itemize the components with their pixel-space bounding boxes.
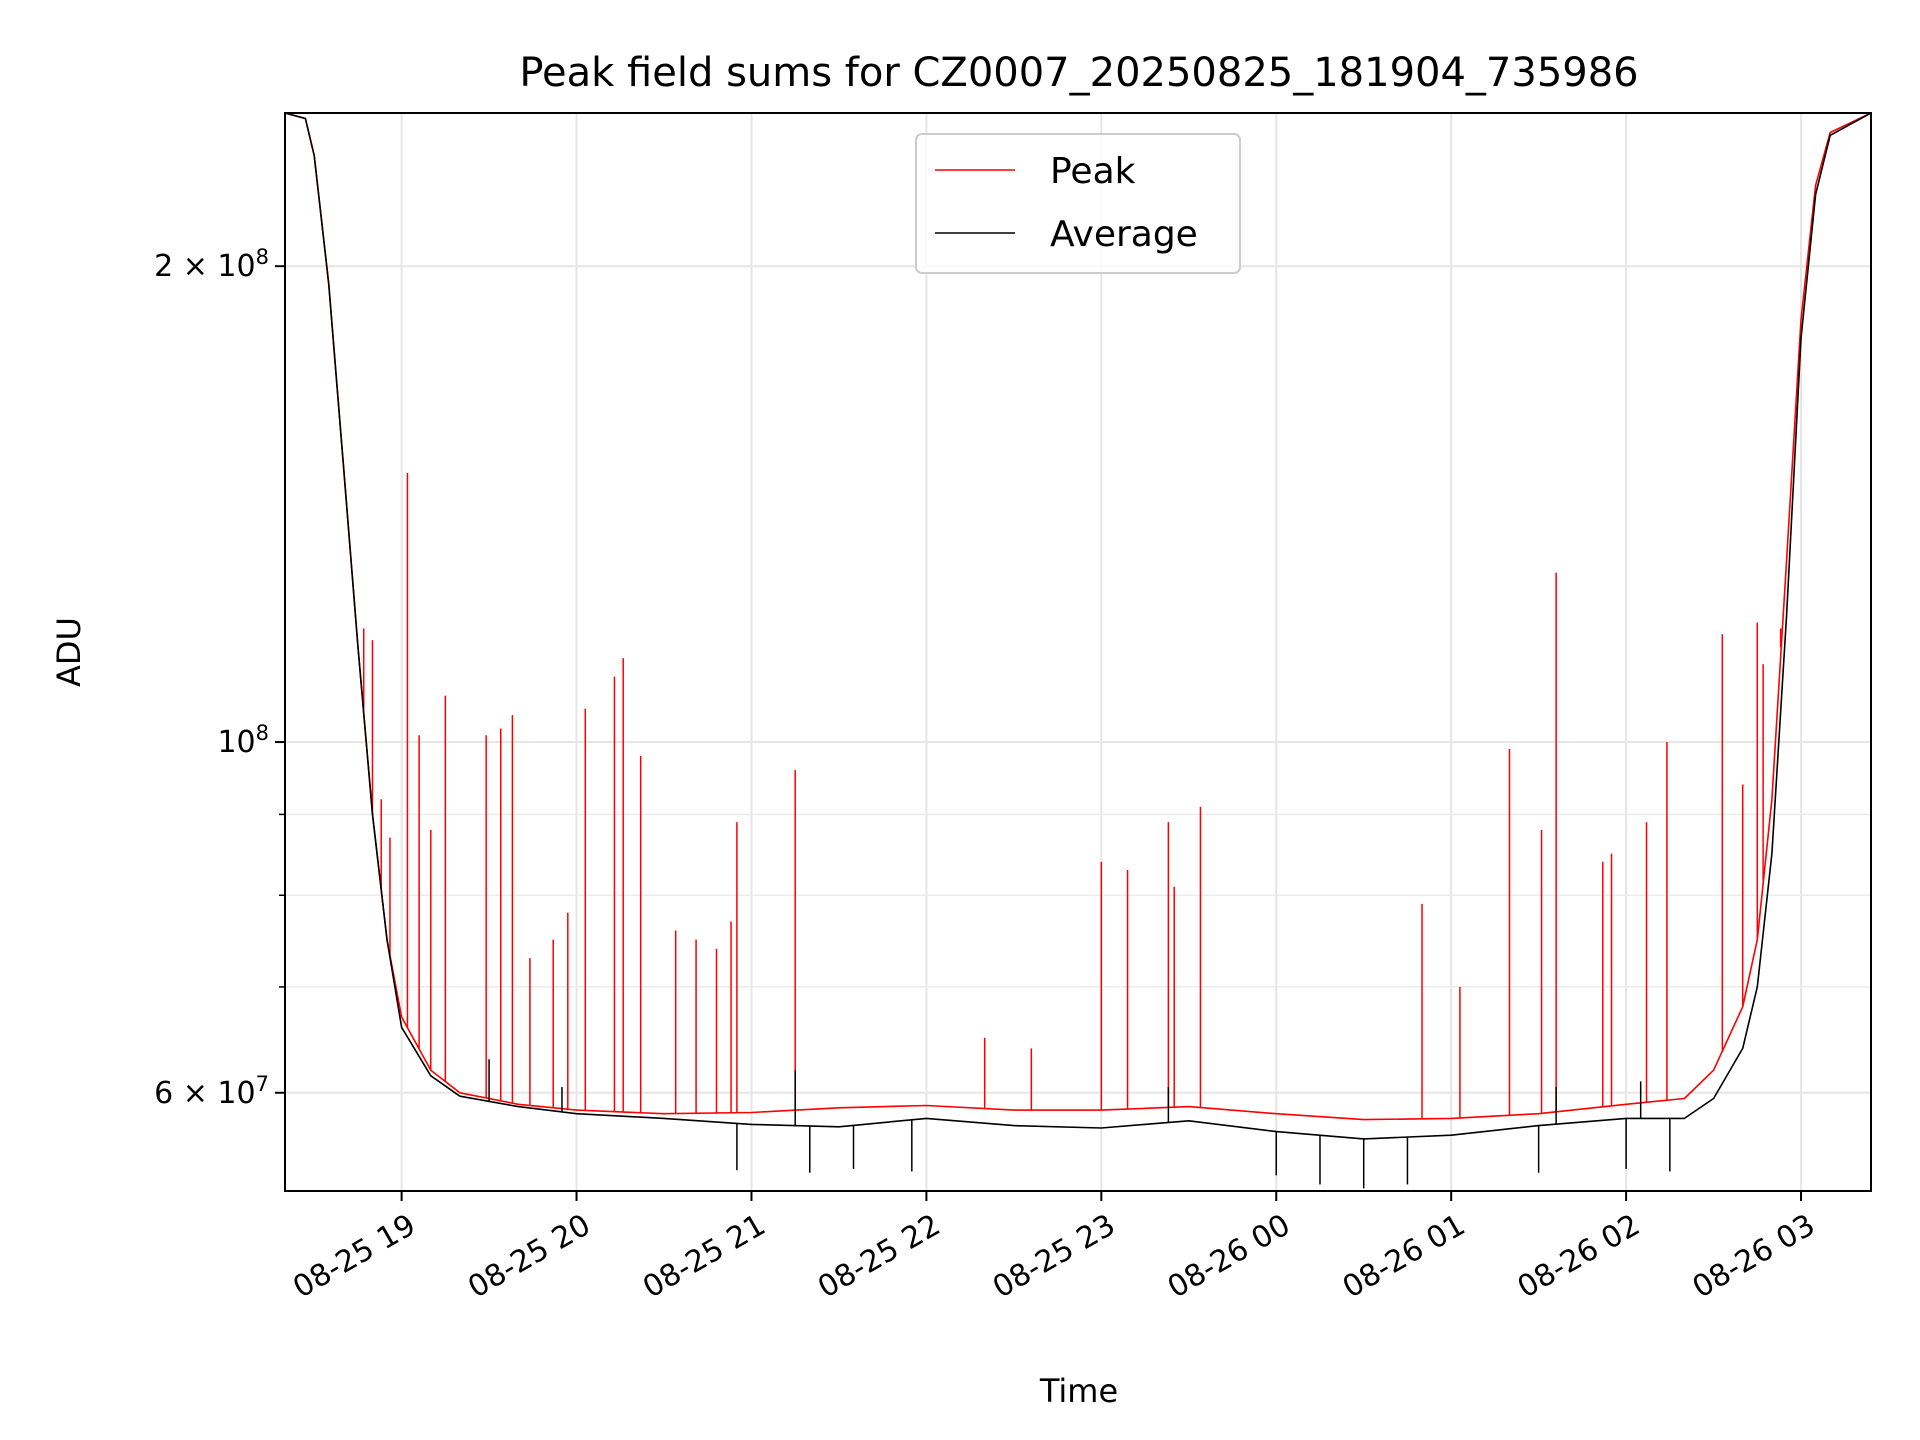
series-line-average xyxy=(285,113,1871,1140)
y-tick-label: 6 × 107 xyxy=(154,1072,269,1111)
y-tick-label: 2 × 108 xyxy=(154,245,269,284)
grid-lines xyxy=(285,113,1871,1191)
legend-label-average: Average xyxy=(1050,214,1198,255)
chart-title: Peak field sums for CZ0007_20250825_1819… xyxy=(519,50,1638,96)
x-axis-label: Time xyxy=(1039,1372,1118,1410)
legend-box xyxy=(915,133,1241,274)
legend: Peak Average xyxy=(915,133,1241,274)
y-axis-label: ADU xyxy=(50,617,88,687)
series-average xyxy=(285,113,1871,1189)
plot-frame xyxy=(284,112,1872,1192)
legend-label-peak: Peak xyxy=(1050,151,1136,192)
series-layer xyxy=(285,113,1871,1189)
